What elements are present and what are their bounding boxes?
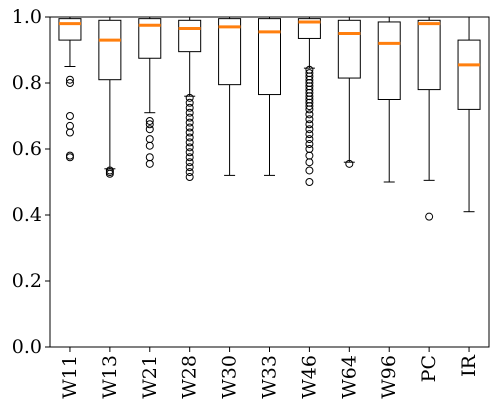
box-w28 xyxy=(178,16,202,182)
x-tick-label: W33 xyxy=(259,355,281,399)
box-pc xyxy=(417,16,441,221)
outlier-point xyxy=(305,151,314,160)
outlier-point xyxy=(145,116,154,125)
outlier-point xyxy=(305,125,314,134)
outlier-point xyxy=(185,118,194,127)
y-tick-label: 0.8 xyxy=(12,72,42,94)
outlier-point xyxy=(185,128,194,137)
outlier-point xyxy=(185,123,194,132)
outlier-point xyxy=(65,151,74,160)
chart-marks xyxy=(58,16,481,221)
outlier-point xyxy=(305,130,314,139)
outlier-point xyxy=(185,158,194,167)
outlier-point xyxy=(65,153,74,162)
outlier-point xyxy=(185,138,194,147)
outlier-point xyxy=(185,148,194,157)
iqr-box xyxy=(377,21,401,101)
box-w30 xyxy=(218,16,242,176)
outlier-point xyxy=(425,212,434,221)
box-w13 xyxy=(98,16,122,178)
outlier-point xyxy=(145,153,154,162)
outlier-point xyxy=(185,173,194,182)
x-tick-label: W21 xyxy=(139,355,161,399)
outlier-point xyxy=(65,79,74,87)
outlier-point xyxy=(65,121,74,130)
x-tick-label: W96 xyxy=(378,355,400,399)
outlier-point xyxy=(145,141,154,150)
iqr-box xyxy=(138,18,162,59)
x-axis: W11 W13 W21 W28 W30 W33 W46 W64 W96 PC IR xyxy=(59,347,480,399)
iqr-box xyxy=(297,18,321,39)
outlier-point xyxy=(185,153,194,162)
outlier-point xyxy=(145,120,154,129)
outlier-point xyxy=(305,115,314,124)
y-tick-label: 0.6 xyxy=(12,138,42,160)
outlier-point xyxy=(305,120,314,129)
box-w11 xyxy=(58,16,82,162)
outlier-point xyxy=(305,178,314,186)
outlier-point xyxy=(185,133,194,142)
outlier-point xyxy=(145,125,154,134)
outlier-point xyxy=(305,140,314,149)
iqr-box xyxy=(218,18,242,86)
x-tick-label: PC xyxy=(418,355,440,382)
outlier-point xyxy=(185,143,194,152)
outlier-point xyxy=(305,135,314,144)
outlier-point xyxy=(345,159,354,168)
x-tick-label: W13 xyxy=(99,355,121,399)
iqr-box xyxy=(457,39,481,110)
outlier-point xyxy=(185,113,194,122)
y-tick-label: 0.0 xyxy=(12,336,42,358)
outlier-point xyxy=(185,98,194,107)
outlier-point xyxy=(65,128,74,137)
outlier-point xyxy=(305,145,314,153)
y-tick-label: 0.2 xyxy=(12,270,42,292)
outlier-point xyxy=(145,135,154,144)
y-tick-label: 0.4 xyxy=(12,204,42,226)
box-w21 xyxy=(138,16,162,168)
outlier-point xyxy=(145,159,154,168)
outlier-point xyxy=(185,93,194,102)
box-ir xyxy=(457,16,481,213)
plot-frame xyxy=(49,16,490,348)
y-axis: 0.0 0.2 0.4 0.6 0.8 1.0 xyxy=(12,6,50,358)
outlier-point xyxy=(65,112,74,120)
iqr-box xyxy=(98,19,122,81)
box-w64 xyxy=(337,16,361,168)
box-w46 xyxy=(297,16,321,186)
outlier-point xyxy=(185,108,194,117)
outlier-point xyxy=(305,105,314,114)
outlier-point xyxy=(305,158,314,167)
outlier-point xyxy=(185,163,194,172)
outlier-point xyxy=(105,168,114,177)
outlier-point xyxy=(65,75,74,84)
iqr-box xyxy=(258,18,281,96)
x-tick-label: W30 xyxy=(219,355,241,399)
x-tick-label: W46 xyxy=(298,355,320,399)
outlier-point xyxy=(185,168,194,177)
y-tick-label: 1.0 xyxy=(12,6,42,28)
x-tick-label: W11 xyxy=(59,355,81,399)
iqr-box xyxy=(178,19,202,53)
outlier-point xyxy=(185,103,194,112)
x-tick-label: IR xyxy=(458,354,480,377)
outlier-point xyxy=(305,110,314,119)
outlier-point xyxy=(305,166,314,175)
iqr-box xyxy=(58,18,82,41)
outlier-point xyxy=(305,102,314,111)
iqr-box xyxy=(417,19,441,91)
x-tick-label: W64 xyxy=(338,355,360,399)
outlier-point xyxy=(105,169,114,178)
x-tick-label: W28 xyxy=(179,355,201,399)
box-w33 xyxy=(258,16,281,176)
box-w96 xyxy=(377,16,401,183)
iqr-box xyxy=(337,19,361,79)
